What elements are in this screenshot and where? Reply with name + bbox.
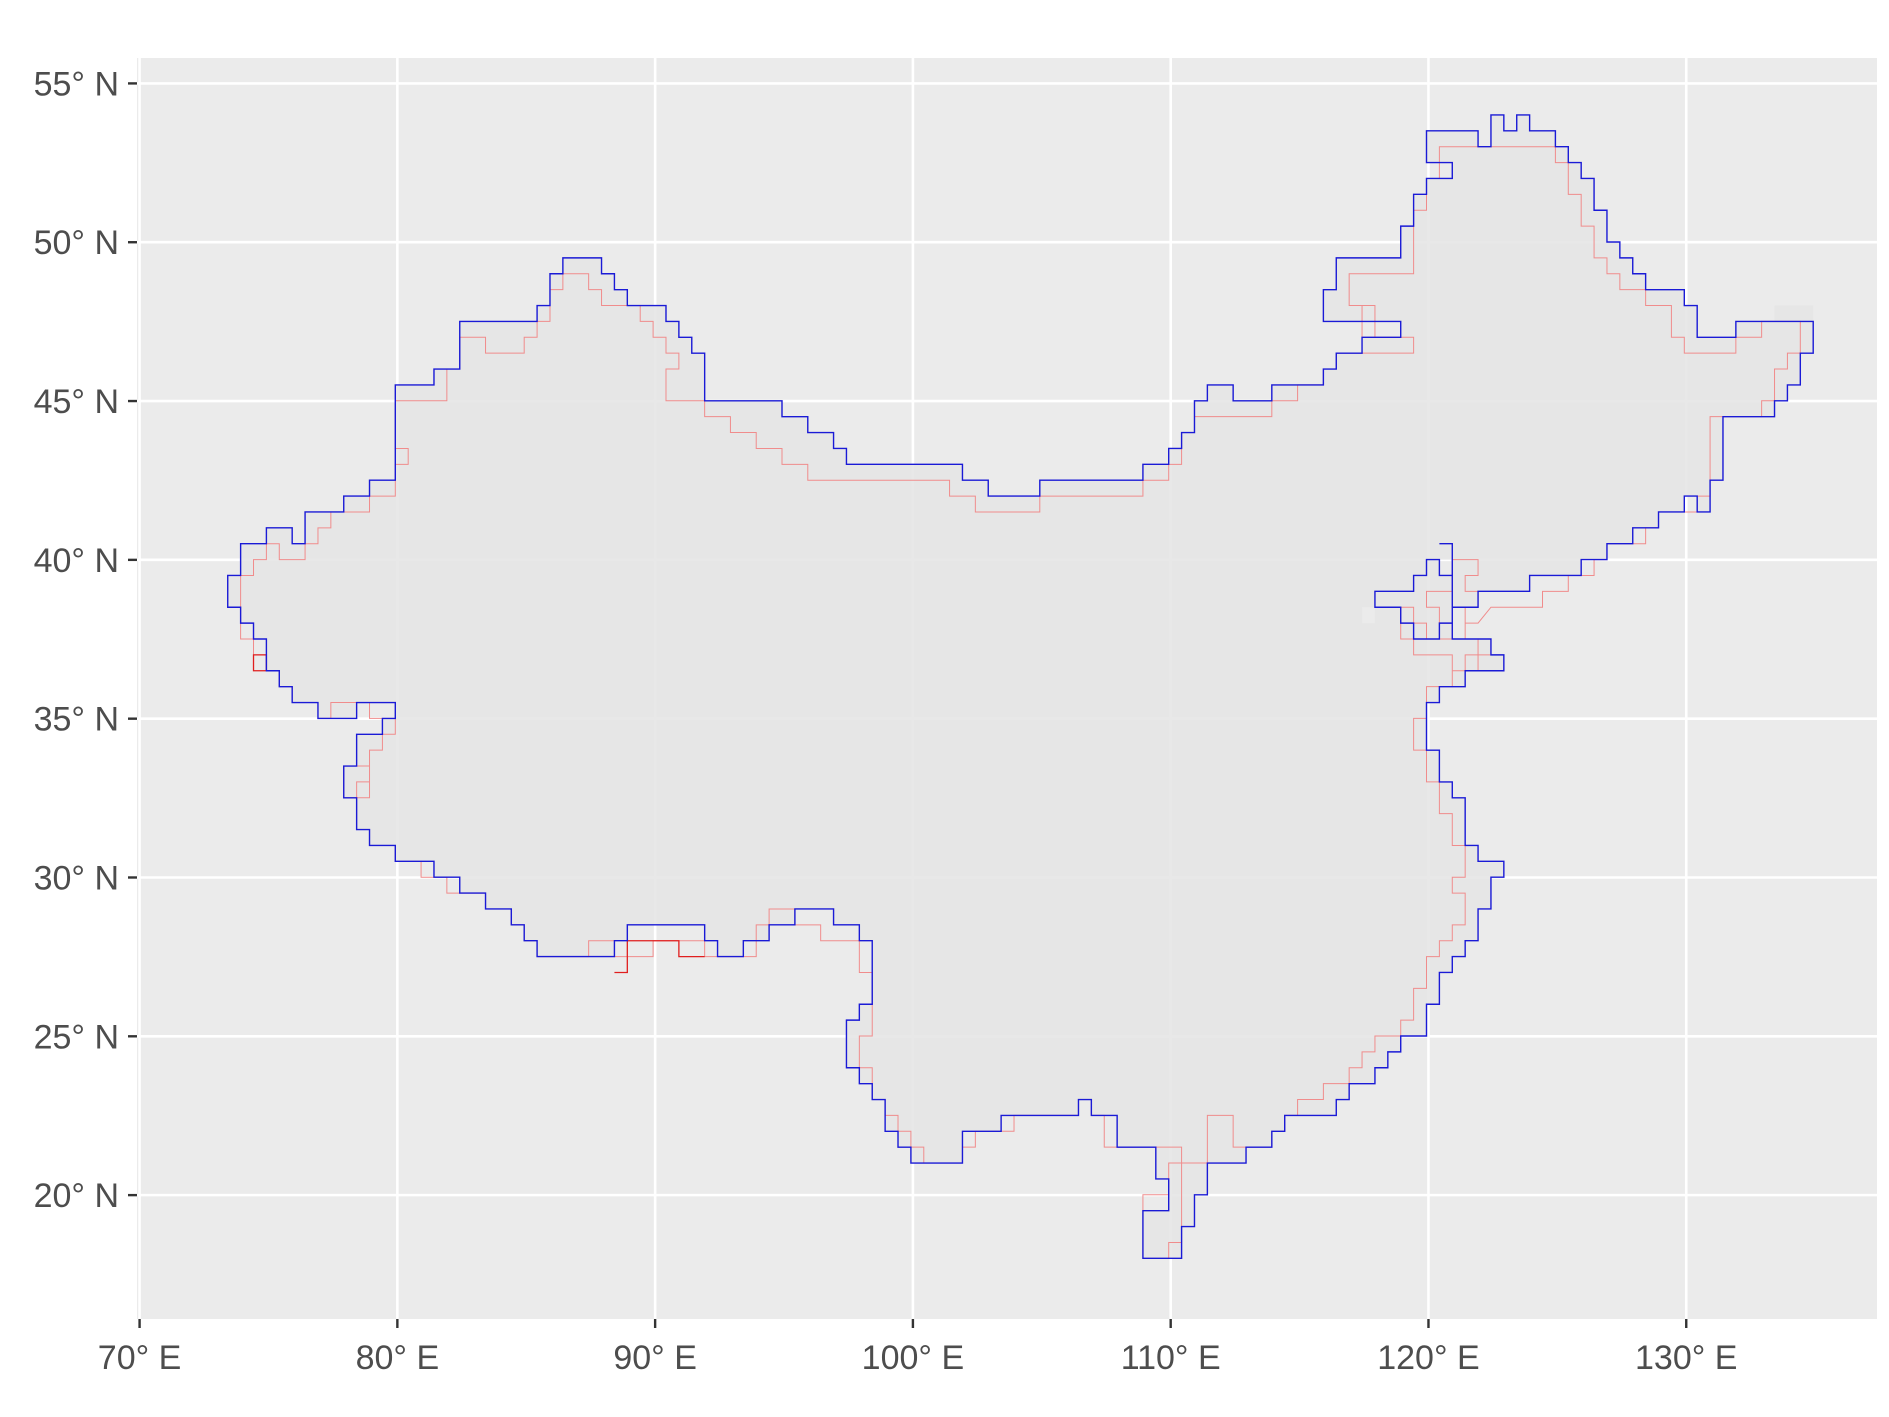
y-tick-label: 25° N — [34, 1018, 119, 1056]
x-tick-label: 100° E — [862, 1339, 964, 1377]
boundary-primary — [228, 115, 1813, 1258]
x-axis: 70° E 80° E 90° E 100° E 110° E 120° E 130° E — [98, 1319, 1737, 1377]
x-tick-label: 70° E — [98, 1339, 182, 1377]
y-tick-label: 50° N — [34, 224, 119, 262]
x-tick-label: 90° E — [613, 1339, 697, 1377]
y-tick-label: 20° N — [34, 1177, 119, 1215]
y-axis: 20° N 25° N 30° N 35° N 40° N 45° N 50° N 55° N — [34, 65, 137, 1215]
y-tick-label: 35° N — [34, 701, 119, 739]
country-fill — [227, 114, 1814, 1259]
x-tick-label: 120° E — [1377, 1339, 1479, 1377]
y-tick-label: 45° N — [34, 383, 119, 421]
country-outline-layer — [228, 115, 1813, 1258]
x-tick-label: 80° E — [356, 1339, 440, 1377]
x-tick-label: 130° E — [1635, 1339, 1737, 1377]
y-tick-label: 40° N — [34, 542, 119, 580]
x-tick-label: 110° E — [1121, 1339, 1221, 1377]
y-tick-label: 55° N — [34, 65, 119, 103]
y-tick-label: 30° N — [34, 859, 119, 897]
